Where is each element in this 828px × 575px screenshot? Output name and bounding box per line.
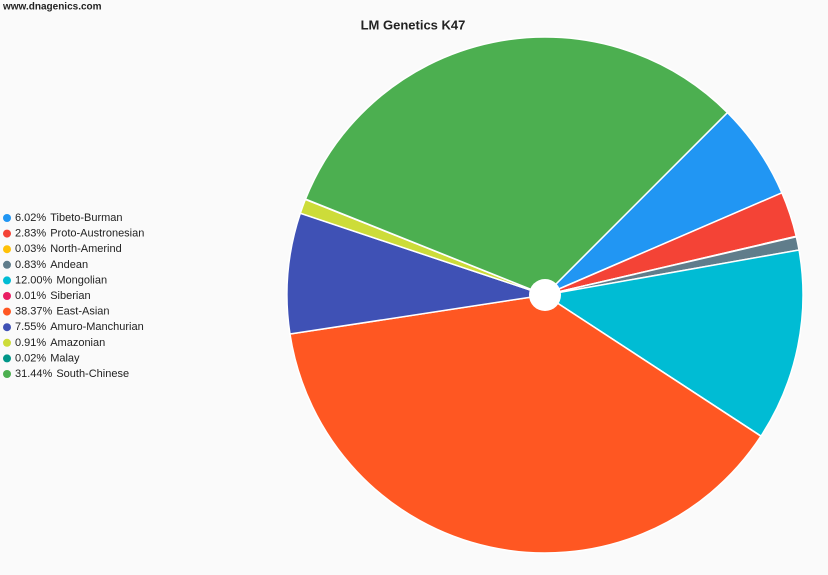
legend-label: 38.37% East-Asian [15,306,110,318]
legend-value: 0.03% [15,243,46,255]
legend-marker [3,370,11,378]
legend-marker [3,292,11,300]
legend-label: 2.83% Proto-Austronesian [15,228,144,240]
pie-slice [304,36,729,296]
legend-name: Malay [50,352,80,364]
legend-label: 31.44% South-Chinese [15,368,129,380]
legend-name: Amuro-Manchurian [50,321,144,333]
legend-name: South-Chinese [56,368,129,380]
legend-marker [3,229,11,238]
legend-name: Tibeto-Burman [50,212,122,224]
legend-marker [3,307,11,316]
legend-name: Mongolian [56,274,107,286]
legend-marker [3,338,11,347]
legend-label: 12.00% Mongolian [15,274,107,286]
legend-marker [3,276,11,285]
legend-label: 0.01% Siberian [15,290,91,302]
legend-marker [3,354,11,363]
legend-value: 12.00% [15,274,53,286]
legend-value: 38.37% [15,306,53,318]
legend-name: Siberian [50,290,90,302]
legend-name: North-Amerind [50,243,122,255]
legend-marker [3,214,11,222]
source: www.dnagenics.com [2,2,102,13]
legend-value: 31.44% [15,368,53,380]
legend-value: 0.01% [15,290,46,302]
legend-label: 6.02% Tibeto-Burman [15,212,123,224]
legend-marker [3,323,11,332]
legend-name: East-Asian [56,306,109,318]
legend-name: Proto-Austronesian [50,228,144,240]
legend-value: 0.91% [15,337,46,349]
pie-slice [289,294,762,554]
legend-name: Andean [50,259,88,271]
legend-marker [3,245,11,254]
legend-label: 0.03% North-Amerind [15,243,122,255]
legend-value: 0.83% [15,259,46,271]
legend-value: 6.02% [15,212,46,224]
legend-label: 0.91% Amazonian [15,337,105,349]
legend-marker [3,260,11,269]
pie-slice [543,249,804,438]
center-hole [529,279,561,311]
legend-value: 2.83% [15,228,46,240]
chart-title: LM Genetics K47 [361,17,466,32]
legend-label: 7.55% Amuro-Manchurian [15,321,144,333]
legend-value: 0.02% [15,352,46,364]
legend-label: 0.02% Malay [15,352,80,364]
legend-value: 7.55% [15,321,46,333]
pie-slice [286,212,546,335]
legend-label: 0.83% Andean [15,259,88,271]
legend-name: Amazonian [50,337,105,349]
